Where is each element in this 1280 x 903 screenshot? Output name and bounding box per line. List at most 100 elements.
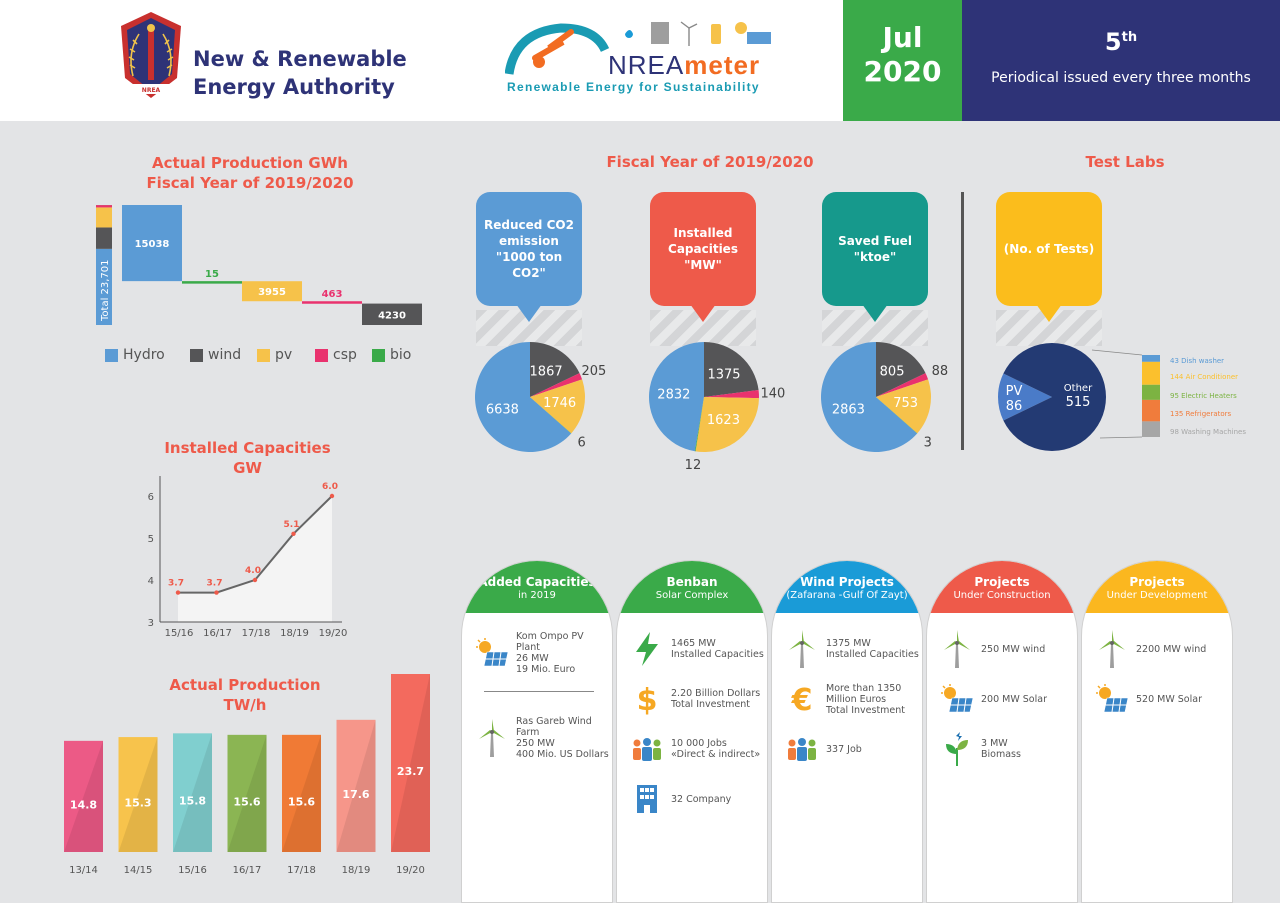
panel-title: Wind Projects bbox=[800, 575, 894, 589]
pie-slice-other bbox=[1003, 343, 1106, 451]
issue-year: 2020 bbox=[863, 55, 942, 88]
pie-value-label: 805 bbox=[880, 364, 905, 379]
panel-5: Projects Under Development 2200 MW wind 520… bbox=[1081, 560, 1233, 903]
org-name-line2: Energy Authority bbox=[193, 75, 395, 99]
panel-item-text: 2.20 Billion Dollars Total Investment bbox=[671, 688, 761, 710]
legend-swatch bbox=[372, 348, 385, 362]
capacity-line-title: Installed Capacities GW bbox=[164, 439, 331, 477]
total-stack-hydro bbox=[96, 248, 112, 325]
panel-item-text: More than 1350 Million Euros Total Inves… bbox=[826, 682, 906, 716]
y-tick-label: 5 bbox=[148, 534, 154, 545]
capacity-point bbox=[329, 493, 335, 499]
legend-swatch bbox=[257, 348, 270, 362]
panel-item-text: Ras Gareb Wind Farm 250 MW 400 Mio. US D… bbox=[516, 716, 609, 760]
panel-item: 337 Job bbox=[784, 731, 919, 767]
tests-breakdown-label: 43 Dish washer bbox=[1170, 357, 1224, 365]
tests-breakdown-label: 98 Washing Machines bbox=[1170, 428, 1246, 436]
panel-1: Added Capacities in 2019 Kom Ompo PV Plant… bbox=[461, 560, 613, 903]
bubble-co2-text: Reduced CO2 emission "1000 ton CO2" bbox=[484, 218, 574, 280]
panel-divider bbox=[484, 691, 594, 692]
production-bar-group: 15.3 14/15 bbox=[118, 737, 158, 876]
total-stack-csp bbox=[96, 205, 112, 208]
pie-slice-pv bbox=[695, 397, 759, 452]
production-bar-label: 15.8 bbox=[179, 795, 206, 808]
production-bar-shade bbox=[227, 734, 267, 852]
total-stack-wind bbox=[96, 227, 112, 249]
production-x-label: 16/17 bbox=[233, 865, 262, 876]
capacity-point bbox=[252, 577, 258, 583]
panel-item: € More than 1350 Million Euros Total Inve… bbox=[784, 681, 919, 717]
svg-text:$: $ bbox=[637, 683, 658, 716]
pie-slice-csp bbox=[530, 373, 583, 397]
production-x-label: 13/14 bbox=[69, 865, 98, 876]
production-bar bbox=[227, 734, 267, 852]
pie-value-label: 2863 bbox=[832, 402, 865, 417]
pie-slice-bio bbox=[694, 397, 704, 452]
capacity-point-label: 5.1 bbox=[284, 520, 300, 530]
production-x-label: 17/18 bbox=[287, 865, 316, 876]
issue-text: Periodical issued every three months bbox=[991, 70, 1251, 86]
panel-item: 1375 MW Installed Capacities bbox=[784, 630, 919, 668]
panel-item: 520 MW Solar bbox=[1094, 681, 1229, 717]
production-bar bbox=[118, 737, 158, 852]
wind-turbine-icon bbox=[939, 630, 975, 668]
bubble-fuel: Saved Fuel "ktoe" bbox=[822, 192, 928, 322]
production-bar-label: 23.7 bbox=[397, 765, 424, 778]
issue-number-suffix: th bbox=[1121, 30, 1138, 45]
production-bar bbox=[173, 733, 212, 852]
pie-value-label: 753 bbox=[893, 396, 918, 411]
production-bar bbox=[391, 674, 430, 852]
pie-value-label: 205 bbox=[581, 364, 606, 379]
pie-slice-csp bbox=[704, 390, 759, 399]
production-bar-shade bbox=[391, 674, 430, 852]
org-name-line1: New & Renewable bbox=[193, 47, 407, 71]
bubble-tail bbox=[516, 304, 542, 322]
x-tick-label: 15/16 bbox=[165, 628, 194, 639]
panel-item-text: 520 MW Solar bbox=[1136, 693, 1202, 705]
pie-value-label: 1375 bbox=[707, 367, 740, 382]
panel-subtitle: Under Development bbox=[1106, 590, 1208, 601]
bubble-tail bbox=[1036, 304, 1062, 322]
panel-item: $2.20 Billion Dollars Total Investment bbox=[629, 681, 764, 717]
legend-swatch bbox=[105, 348, 118, 362]
panel-4: Projects Under Construction 250 MW wind 200… bbox=[926, 560, 1078, 903]
legend-item-hydro: Hydro bbox=[105, 347, 165, 363]
production-bar-group: 17.6 18/19 bbox=[336, 719, 376, 876]
emblem-caption: NREA bbox=[142, 87, 161, 94]
pie-slice-wind bbox=[530, 342, 580, 397]
pie-slice-hydro bbox=[649, 342, 704, 452]
production-bar-shade bbox=[336, 719, 376, 852]
capacity-point bbox=[214, 590, 219, 595]
brand-suffix: meter bbox=[684, 50, 761, 80]
legend-label: Hydro bbox=[123, 347, 165, 363]
panel-item-text: 32 Company bbox=[671, 793, 732, 805]
capacity-point-label: 3.7 bbox=[207, 579, 223, 589]
tests-breakdown-label: 95 Electric Heaters bbox=[1170, 392, 1237, 400]
pie-value-label: 515 bbox=[1066, 395, 1091, 410]
production-bar-label: 15.3 bbox=[124, 797, 151, 810]
legend-item-csp: csp bbox=[315, 347, 357, 363]
pie-value-label: 3 bbox=[924, 436, 932, 451]
waterfall-label-hydro: 15038 bbox=[135, 239, 170, 250]
panel-item-text: 200 MW Solar bbox=[981, 693, 1047, 705]
solar-panel-icon bbox=[1094, 681, 1130, 717]
pie-slice-wind bbox=[704, 342, 759, 397]
bubble-co2: Reduced CO2 emission "1000 ton CO2" bbox=[476, 192, 582, 322]
waterfall-bar-bio bbox=[182, 281, 242, 284]
building-icon bbox=[629, 781, 665, 817]
panel-item: Ras Gareb Wind Farm 250 MW 400 Mio. US D… bbox=[474, 716, 609, 760]
brand-word: NREAmeter bbox=[608, 50, 760, 81]
header: NREA New & Renewable Energy Authority NR… bbox=[0, 0, 1280, 121]
capacity-point bbox=[291, 531, 296, 536]
solar-small-icon bbox=[747, 32, 771, 44]
production-bar-group: 15.6 17/18 bbox=[282, 734, 321, 876]
water-drop-icon bbox=[625, 30, 633, 38]
production-bar bbox=[336, 719, 376, 852]
pie-slice-name: PV bbox=[1006, 384, 1023, 399]
x-tick-label: 16/17 bbox=[203, 628, 232, 639]
panel-header: Wind Projects (Zafarana -Gulf Of Zayt) bbox=[772, 561, 922, 613]
dollar-icon: $ bbox=[629, 681, 665, 717]
production-bar-group: 14.8 13/14 bbox=[64, 740, 103, 876]
dam-icon bbox=[651, 22, 669, 44]
production-bar-label: 15.6 bbox=[288, 795, 315, 808]
